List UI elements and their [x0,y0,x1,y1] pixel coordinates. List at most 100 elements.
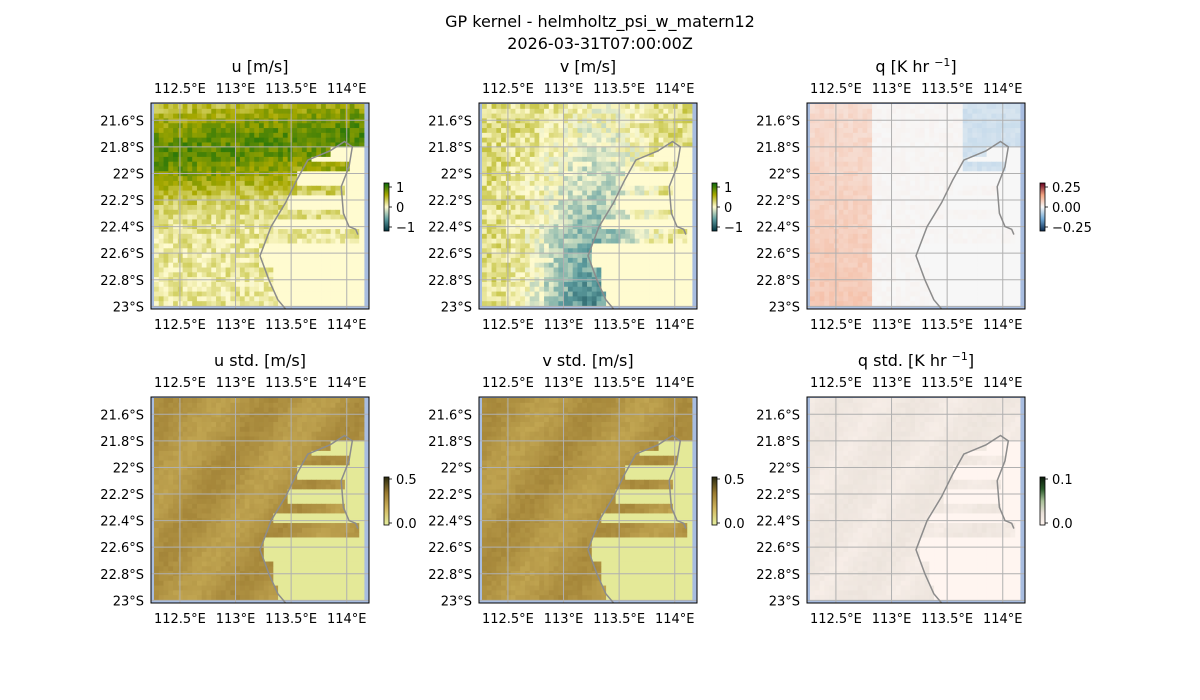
lon-tick-label-bottom: 113.5°E [593,612,645,627]
lat-tick-label: 22.4°S [756,515,800,530]
colorbar-tick-label: 0.00 [1052,201,1081,216]
lat-tick-label: 22.2°S [428,194,472,209]
lat-tick-label: 21.8°S [428,141,472,156]
lat-tick-label: 22.2°S [428,488,472,503]
lon-tick-label-top: 113°E [216,376,256,391]
panel-title: u std. [m/s] [214,351,306,370]
lat-tick-label: 22.6°S [428,247,472,262]
colorbar-tick-label: 1 [724,181,732,196]
lon-tick-label-bottom: 113.5°E [593,318,645,333]
map-frame [806,102,1026,310]
colorbar-tick-label: 0.5 [396,473,417,488]
lat-tick-label: 23°S [769,594,800,609]
lat-tick-label: 23°S [113,300,144,315]
lat-tick-label: 22.6°S [756,541,800,556]
lon-tick-label-top: 114°E [327,82,367,97]
lon-tick-label-top: 113.5°E [593,376,645,391]
lat-tick-label: 22.8°S [100,274,144,289]
panel-title: v [m/s] [560,57,616,76]
lat-tick-label: 22.4°S [100,515,144,530]
lon-tick-label-top: 112.5°E [810,82,862,97]
lon-tick-label-top: 112.5°E [482,376,534,391]
colorbar-tick-label: 0.1 [1052,473,1073,488]
lat-tick-label: 22.2°S [756,488,800,503]
lon-tick-label-bottom: 114°E [327,612,367,627]
lon-tick-label-top: 113°E [872,82,912,97]
map-field [479,103,697,309]
lon-tick-label-top: 113.5°E [265,376,317,391]
coastline [915,434,1015,603]
coastline [259,434,359,603]
lon-tick-label-top: 112.5°E [810,376,862,391]
map-panel-qs: q std. [K hr −1] 112.5°E 112.5°E 113°E 113°E… [756,350,1072,627]
lon-tick-label-top: 113°E [544,376,584,391]
lat-tick-label: 22.6°S [428,541,472,556]
lat-tick-label: 21.8°S [428,435,472,450]
lon-tick-label-top: 114°E [983,82,1023,97]
lat-tick-label: 22.2°S [100,488,144,503]
lon-tick-label-bottom: 112.5°E [154,318,206,333]
map-panel-vs: v std. [m/s] 112.5°E 112.5°E 113°E 113°E 113.… [428,351,744,627]
colorbar-tick-label: 0.5 [724,473,745,488]
lat-tick-label: 22.6°S [100,247,144,262]
lon-tick-label-bottom: 112.5°E [810,318,862,333]
coastline [259,140,359,309]
colorbar-tick-label: 0 [396,201,404,216]
lon-tick-label-top: 112.5°E [154,82,206,97]
coastline [587,140,687,309]
lat-tick-label: 23°S [769,300,800,315]
colorbar [1039,182,1046,232]
lon-tick-label-bottom: 113°E [544,612,584,627]
lon-tick-label-top: 113.5°E [593,82,645,97]
lat-tick-label: 22.6°S [100,541,144,556]
lat-tick-label: 21.6°S [100,408,144,423]
lon-tick-label-bottom: 114°E [983,318,1023,333]
lon-tick-label-bottom: 114°E [983,612,1023,627]
map-panel-u: u [m/s]112.5°E112.5°E113°E113°E113.5°E11… [100,57,415,333]
lon-tick-label-bottom: 113°E [872,318,912,333]
lon-tick-label-top: 114°E [655,82,695,97]
lat-tick-label: 23°S [441,300,472,315]
map-frame [806,396,1026,604]
colorbar [383,182,390,232]
lat-tick-label: 22.8°S [756,568,800,583]
lat-tick-label: 22°S [769,167,800,182]
lon-tick-label-top: 114°E [655,376,695,391]
lat-tick-label: 23°S [441,594,472,609]
lon-tick-label-bottom: 113.5°E [921,612,973,627]
lon-tick-label-top: 113°E [544,82,584,97]
lon-tick-label-top: 113.5°E [921,82,973,97]
lat-tick-label: 22.4°S [100,221,144,236]
colorbar-tick-label: 0.0 [396,517,417,532]
lat-tick-label: 21.8°S [100,435,144,450]
lat-tick-label: 21.6°S [428,408,472,423]
map-frame [150,102,370,310]
lon-tick-label-top: 113°E [216,82,256,97]
lon-tick-label-bottom: 112.5°E [154,612,206,627]
lon-tick-label-bottom: 113.5°E [265,612,317,627]
coastline [587,434,687,603]
lat-tick-label: 22°S [769,461,800,476]
lon-tick-label-bottom: 114°E [327,318,367,333]
panel-title: q [K hr −1] [875,56,956,76]
lon-tick-label-bottom: 113.5°E [921,318,973,333]
lat-tick-label: 22.6°S [756,247,800,262]
map-frame [478,396,698,604]
lat-tick-label: 22.8°S [428,274,472,289]
colorbar [711,476,718,526]
lat-tick-label: 22.4°S [756,221,800,236]
coastline [915,140,1015,309]
lon-tick-label-bottom: 113°E [544,318,584,333]
lat-tick-label: 22.2°S [100,194,144,209]
colorbar-tick-label: 0.25 [1052,181,1081,196]
lat-tick-label: 22°S [441,167,472,182]
lat-tick-label: 21.8°S [756,141,800,156]
lat-tick-label: 21.8°S [100,141,144,156]
lat-tick-label: 21.6°S [100,114,144,129]
lon-tick-label-top: 112.5°E [154,376,206,391]
lat-tick-label: 21.6°S [756,408,800,423]
colorbar-tick-label: −0.25 [1052,221,1092,236]
map-field [151,397,369,603]
map-panel-v: v [m/s]112.5°E112.5°E113°E113°E113.5°E11… [428,57,743,333]
lon-tick-label-bottom: 113.5°E [265,318,317,333]
